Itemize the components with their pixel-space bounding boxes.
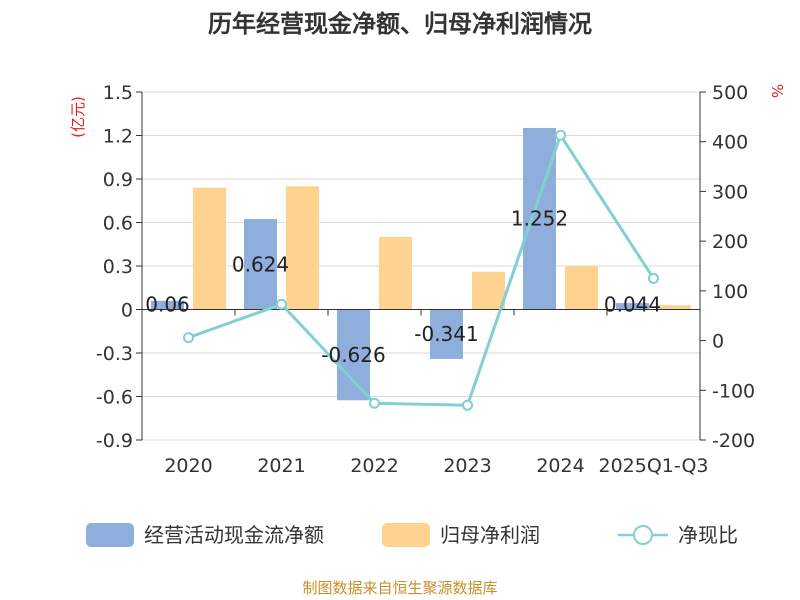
category-label: 2025Q1-Q3 [599,455,709,477]
bars [151,127,691,401]
right-axis-tick-label: 300 [712,181,748,203]
right-axis-tick-label: -100 [712,380,755,402]
legend-label: 经营活动现金流净额 [144,523,324,547]
net-profit-bar [379,237,412,310]
legend-label: 净现比 [678,523,738,547]
left-axis-unit: (亿元) [69,96,87,138]
left-axis-tick-label: 0.3 [103,256,133,278]
right-axis-tick-label: 100 [712,281,748,303]
legend-swatch-ratio-marker [633,525,653,545]
legend-swatch-cashflow [86,523,134,547]
ratio-point [369,397,380,409]
ratio-point [276,298,287,310]
data-labels: 0.06 0.624 -0.626 -0.341 1.252 0.044 [145,207,661,367]
left-axis-tick-label: 0 [121,300,133,322]
right-axis-tick-label: -200 [712,430,755,452]
legend: 经营活动现金流净额 归母净利润 净现比 [86,523,738,547]
category-label: 2023 [443,455,491,477]
data-label: 1.252 [511,207,568,231]
cashflow-bar [244,219,277,310]
right-axis-unit: % [768,84,786,98]
right-axis-tick-label: 0 [712,331,724,353]
cashflow-bar [430,309,463,359]
cashflow-bar [151,300,184,310]
chart-title: 历年经营现金净额、归母净利润情况 [208,10,592,38]
left-axis-tick-label: -0.9 [96,430,133,452]
right-axis-tick-label: 400 [712,132,748,154]
ratio-point [462,399,473,411]
net-profit-bar [193,187,226,310]
ratio-line-path [187,131,655,407]
left-axis-tick-label: -0.3 [96,343,133,365]
net-profit-bar [565,266,598,310]
ratio-point [555,129,566,141]
category-label: 2020 [164,455,212,477]
right-axis-tick-label: 200 [712,231,748,253]
axes: 1.5 1.2 0.9 0.6 0.3 0 -0.3 -0.6 -0.9 500 400 300 200… [96,82,755,477]
data-label: -0.626 [321,343,385,367]
category-label: 2024 [536,455,584,477]
right-axis-tick-label: 500 [712,82,748,104]
left-axis-tick-label: 0.9 [103,169,133,191]
category-label: 2021 [257,455,305,477]
legend-swatch-net-profit [382,523,430,547]
net-profit-bar [286,186,319,310]
cashflow-bar [523,127,556,310]
left-axis-tick-label: 1.5 [103,82,133,104]
ratio-point [648,272,659,284]
data-label: 0.044 [604,293,661,317]
ratio-line [183,129,659,411]
category-label: 2022 [350,455,398,477]
legend-label: 归母净利润 [440,523,540,547]
net-profit-bar [658,305,691,310]
cashflow-bar [337,309,370,401]
cashflow-bar [616,303,649,310]
ratio-point [183,332,194,344]
left-axis-tick-label: 0.6 [103,213,133,235]
left-axis-tick-label: -0.6 [96,387,133,409]
data-label: -0.341 [414,322,478,346]
source-note: 制图数据来自恒生聚源数据库 [302,579,497,597]
data-label: 0.06 [145,293,190,317]
left-axis-tick-label: 1.2 [103,126,133,148]
net-profit-bar [472,271,505,310]
data-label: 0.624 [232,252,289,276]
